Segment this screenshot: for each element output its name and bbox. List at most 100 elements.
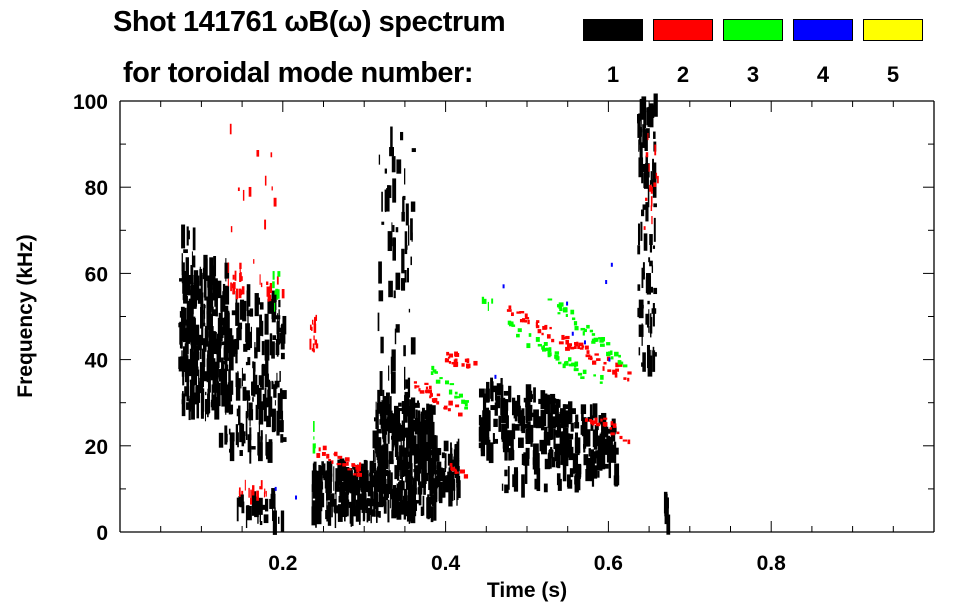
mode-1-mark	[453, 470, 455, 481]
mode-1-mark	[376, 466, 382, 471]
mode-3-mark	[547, 350, 551, 355]
mode-1-mark	[281, 323, 286, 344]
mode-3-mark	[554, 351, 560, 355]
mode-1-mark	[407, 267, 410, 283]
mode-2-mark	[616, 431, 620, 435]
mode-1-mark	[514, 424, 520, 431]
mode-1-mark	[327, 501, 332, 526]
mode-1-mark	[229, 404, 234, 414]
mode-1-mark	[436, 435, 438, 458]
mode-1-mark	[508, 448, 512, 461]
mode-1-mark	[195, 324, 200, 346]
mode-1-mark	[222, 324, 226, 336]
mode-1-mark	[377, 312, 380, 332]
mode-1-mark	[396, 501, 402, 520]
mode-1-mark	[385, 392, 390, 415]
x-tick-label: 0.8	[757, 552, 787, 575]
mode-1-mark	[383, 501, 387, 514]
mode-1-mark	[533, 443, 539, 464]
mode-3-mark	[609, 350, 613, 355]
mode-2-mark	[609, 427, 613, 430]
mode-1-mark	[502, 437, 509, 453]
mode-1-mark	[601, 438, 608, 455]
mode-1-mark	[187, 230, 190, 240]
mode-2-mark	[260, 480, 263, 490]
mode-3-mark	[591, 340, 596, 344]
mode-1-mark	[248, 409, 254, 421]
mode-1-mark	[195, 385, 201, 403]
mode-1-mark	[478, 414, 482, 426]
mode-1-mark	[253, 497, 257, 505]
mode-1-mark	[650, 171, 653, 185]
mode-1-mark	[439, 467, 443, 482]
mode-1-mark	[501, 436, 506, 442]
mode-1-mark	[349, 475, 355, 494]
mode-2-mark	[273, 197, 277, 207]
mode-1-mark	[278, 395, 283, 420]
mode-1-mark	[637, 307, 642, 318]
mode-1-mark	[241, 501, 245, 514]
mode-2-mark	[276, 276, 279, 285]
mode-1-mark	[421, 470, 423, 477]
x-tick-label: 0.4	[431, 552, 461, 575]
mode-1-mark	[390, 413, 395, 431]
mode-2-mark	[436, 401, 440, 405]
mode-1-mark	[544, 426, 548, 437]
mode-1-mark	[641, 267, 644, 289]
mode-3-mark	[568, 357, 572, 362]
mode-1-mark	[201, 327, 204, 346]
mode-1-mark	[442, 489, 445, 498]
mode-1-mark	[570, 422, 574, 432]
chart-title-line-1: Shot 141761 ωB(ω) spectrum	[113, 6, 506, 38]
mode-3-mark	[491, 298, 494, 304]
mode-1-mark	[388, 479, 393, 490]
mode-1-mark	[491, 385, 498, 393]
mode-1-mark	[271, 311, 275, 320]
mode-1-mark	[355, 499, 361, 522]
mode-1-mark	[420, 454, 424, 470]
mode-1-mark	[555, 433, 559, 438]
mode-1-mark	[403, 412, 406, 436]
mode-1-mark	[254, 347, 258, 359]
mode-2-mark	[510, 312, 514, 317]
mode-1-mark	[500, 377, 503, 399]
mode-1-mark	[330, 493, 335, 507]
mode-1-mark	[392, 485, 397, 501]
mode-2-mark	[322, 445, 327, 451]
mode-1-mark	[388, 451, 393, 464]
mode-3-mark	[548, 347, 552, 353]
mode-1-mark	[395, 227, 399, 233]
mode-1-mark	[378, 492, 382, 502]
mode-1-mark	[433, 485, 438, 503]
mode-1-mark	[271, 380, 274, 390]
mode-2-mark	[612, 369, 617, 375]
mode-1-mark	[572, 453, 579, 474]
mode-2-mark	[623, 377, 627, 380]
mode-1-mark	[643, 173, 645, 188]
legend-swatch-mode-1	[583, 19, 643, 41]
mode-1-mark	[190, 321, 192, 346]
mode-1-mark	[215, 297, 218, 317]
mode-2-mark	[527, 319, 530, 325]
mode-1-mark	[479, 417, 484, 425]
mode-1-mark	[251, 381, 254, 396]
mode-1-mark	[382, 412, 387, 434]
mode-1-mark	[367, 483, 373, 488]
mode-2-mark	[596, 358, 601, 361]
mode-1-mark	[212, 265, 215, 286]
legend-swatch-mode-4	[793, 19, 853, 41]
mode-3-mark	[599, 381, 603, 384]
mode-2-mark	[427, 389, 432, 394]
mode-1-mark	[410, 500, 416, 524]
mode-1-mark	[269, 381, 271, 406]
mode-1-mark	[385, 418, 389, 432]
mode-3-mark	[511, 324, 516, 327]
axes: 0.2 0.4 0.6 0.8 0 20 40 60 80 100	[73, 91, 935, 575]
mode-1-mark	[181, 393, 186, 417]
mode-1-mark	[193, 284, 197, 291]
mode-1-mark	[422, 495, 425, 516]
mode-1-mark	[224, 425, 228, 445]
mode-1-mark	[405, 469, 411, 490]
mode-4-mark	[295, 495, 298, 500]
mode-3-mark	[573, 368, 576, 371]
